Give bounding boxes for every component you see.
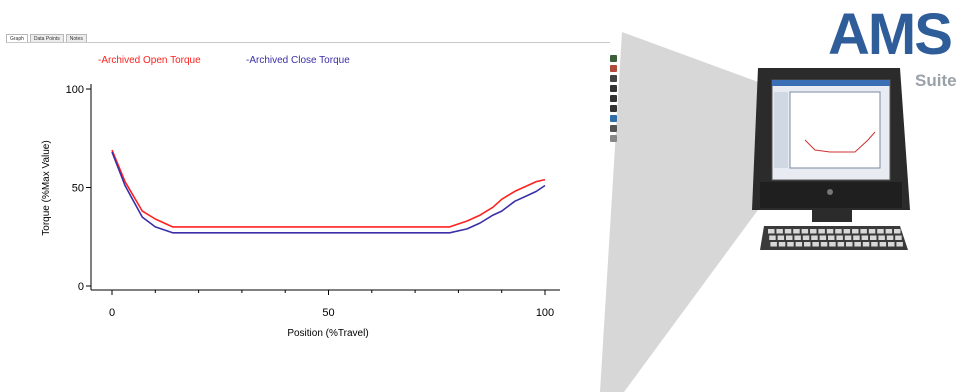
keyboard-key: [778, 242, 786, 247]
keyboard-key: [835, 229, 842, 234]
grid-icon[interactable]: [610, 55, 617, 62]
keyboard-key: [877, 229, 884, 234]
keyboard-key: [804, 242, 811, 247]
keyboard-key: [846, 242, 853, 247]
keyboard-key: [861, 235, 869, 240]
keyboard-key: [769, 235, 776, 240]
x-tick-label: 50: [322, 307, 334, 319]
brand-logo-suite: Suite: [915, 71, 957, 90]
keyboard-key: [896, 242, 903, 247]
keyboard-key: [852, 229, 859, 234]
keyboard-key: [812, 242, 819, 247]
monitor-stand: [812, 208, 852, 222]
keyboard-key: [786, 235, 793, 240]
save-icon[interactable]: [610, 115, 617, 122]
keyboard-key: [895, 235, 902, 240]
y-tick-label: 0: [78, 281, 84, 293]
tab-graph[interactable]: Graph: [6, 34, 28, 43]
legend-entry-1: -Archived Open Torque: [98, 55, 201, 66]
monitor-bezel-bottom: [760, 182, 902, 208]
pan-icon[interactable]: [610, 105, 617, 112]
keyboard-key: [819, 235, 827, 240]
keyboard-key: [770, 242, 777, 247]
keyboard-key: [878, 235, 885, 240]
copy-icon[interactable]: [610, 135, 617, 142]
keyboard-key: [784, 229, 792, 234]
keyboard-key: [768, 229, 775, 234]
keyboard-key: [794, 235, 801, 240]
projection-wedge: [600, 32, 780, 392]
keyboard-key: [843, 229, 851, 234]
keyboard-keys: [768, 229, 903, 247]
keyboard-key: [820, 242, 828, 247]
keyboard-key: [826, 229, 834, 234]
y-tick-label: 100: [66, 84, 84, 96]
zoom-in-icon[interactable]: [610, 85, 617, 92]
x-tick-label: 0: [109, 307, 115, 319]
keyboard-key: [886, 235, 894, 240]
keyboard-key: [885, 229, 893, 234]
keyboard-key: [793, 229, 800, 234]
computer-illustration: [752, 68, 910, 250]
y-tick-label: 50: [72, 183, 84, 195]
brand-logo-ams: AMS: [828, 2, 953, 67]
keyboard-key: [871, 242, 878, 247]
tab-notes[interactable]: Notes: [65, 34, 87, 43]
keyboard-key: [795, 242, 803, 247]
keyboard-key: [888, 242, 895, 247]
view-tabs: Graph Data Points Notes: [6, 34, 87, 43]
screen-titlebar: [772, 80, 890, 86]
zoom-out-icon[interactable]: [610, 95, 617, 102]
monitor-power-button: [827, 189, 833, 195]
legend-entry-2: -Archived Close Torque: [246, 55, 350, 66]
screen-sidebar: [774, 92, 788, 168]
tab-data-points[interactable]: Data Points: [29, 34, 64, 43]
series-line-1: [111, 149, 546, 228]
chart-icon[interactable]: [610, 75, 617, 82]
keyboard-key: [870, 235, 877, 240]
keyboard-key: [894, 229, 901, 234]
x-tick-label: 100: [536, 307, 554, 319]
keyboard-key: [879, 242, 887, 247]
edit-icon[interactable]: [610, 65, 617, 72]
keyboard-key: [854, 242, 861, 247]
keyboard-key: [801, 229, 809, 234]
keyboard-key: [862, 242, 870, 247]
series-line-2: [111, 151, 546, 234]
x-axis-label: Position (%Travel): [287, 328, 368, 339]
keyboard-key: [837, 242, 845, 247]
keyboard-key: [811, 235, 818, 240]
keyboard-key: [810, 229, 817, 234]
keyboard-key: [828, 235, 835, 240]
keyboard-key: [818, 229, 825, 234]
keyboard-key: [844, 235, 852, 240]
keyboard-key: [853, 235, 860, 240]
chart-toolbar: [610, 55, 618, 142]
screen-window: [789, 91, 881, 169]
keyboard-key: [860, 229, 867, 234]
keyboard-key: [802, 235, 810, 240]
keyboard-key: [776, 229, 783, 234]
print-icon[interactable]: [610, 125, 617, 132]
y-axis-label: Torque (%Max Value): [41, 140, 52, 235]
keyboard-key: [836, 235, 843, 240]
keyboard-key: [787, 242, 794, 247]
keyboard-key: [829, 242, 836, 247]
keyboard-key: [777, 235, 785, 240]
screen-plot-line: [804, 131, 876, 153]
keyboard-key: [868, 229, 876, 234]
tab-divider: [6, 42, 610, 43]
